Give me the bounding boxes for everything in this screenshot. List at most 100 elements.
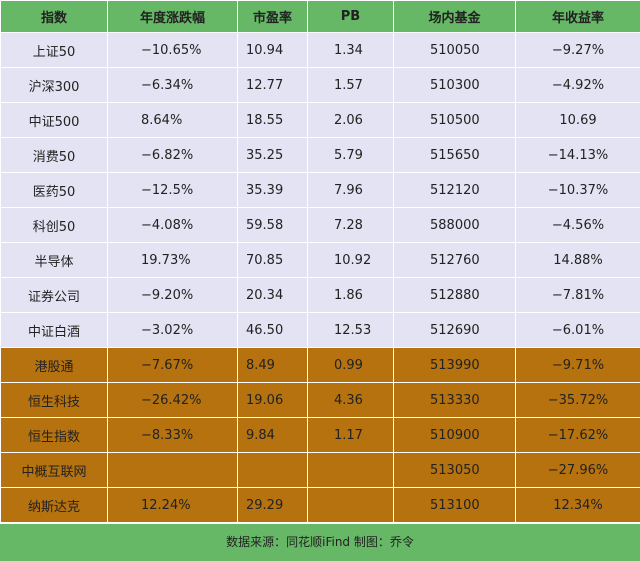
table-cell: −7.81% bbox=[516, 278, 640, 313]
table-cell: 513050 bbox=[394, 453, 516, 488]
table-cell: −7.67% bbox=[108, 348, 238, 383]
table-cell: 12.24% bbox=[108, 488, 238, 523]
table-cell: 7.28 bbox=[308, 208, 394, 243]
header-cell: 指数 bbox=[1, 1, 108, 33]
table-cell: 沪深300 bbox=[1, 68, 108, 103]
table-cell: 港股通 bbox=[1, 348, 108, 383]
table-cell: −3.02% bbox=[108, 313, 238, 348]
table-cell: −4.92% bbox=[516, 68, 640, 103]
table-cell: 510300 bbox=[394, 68, 516, 103]
table-cell: −35.72% bbox=[516, 383, 640, 418]
table-cell: 513990 bbox=[394, 348, 516, 383]
table-cell: 510050 bbox=[394, 33, 516, 68]
header-cell: 年度涨跌幅 bbox=[108, 1, 238, 33]
table-row: 中概互联网 513050−27.96% bbox=[1, 453, 640, 488]
table-cell: −10.65% bbox=[108, 33, 238, 68]
table-cell: 中概互联网 bbox=[1, 453, 108, 488]
table-cell: 70.85 bbox=[238, 243, 308, 278]
table-cell: −17.62% bbox=[516, 418, 640, 453]
table-cell: 12.53 bbox=[308, 313, 394, 348]
table-cell: 510500 bbox=[394, 103, 516, 138]
table-cell bbox=[308, 488, 394, 523]
table-cell: 19.73% bbox=[108, 243, 238, 278]
table-cell: 1.17 bbox=[308, 418, 394, 453]
table-cell: 513330 bbox=[394, 383, 516, 418]
table-cell: 18.55 bbox=[238, 103, 308, 138]
table-cell: 恒生科技 bbox=[1, 383, 108, 418]
table-cell: −8.33% bbox=[108, 418, 238, 453]
table-cell: −6.82% bbox=[108, 138, 238, 173]
table-cell: 0.99 bbox=[308, 348, 394, 383]
table-cell: 纳斯达克 bbox=[1, 488, 108, 523]
table-cell: 中证500 bbox=[1, 103, 108, 138]
table-cell: 10.69 bbox=[516, 103, 640, 138]
table-cell: −4.56% bbox=[516, 208, 640, 243]
table-cell: 512690 bbox=[394, 313, 516, 348]
table-cell: 513100 bbox=[394, 488, 516, 523]
table-cell: −4.08% bbox=[108, 208, 238, 243]
table-cell: 科创50 bbox=[1, 208, 108, 243]
table-cell: −9.27% bbox=[516, 33, 640, 68]
table-cell: 1.86 bbox=[308, 278, 394, 313]
table-cell: 医药50 bbox=[1, 173, 108, 208]
table-cell: 5.79 bbox=[308, 138, 394, 173]
table-cell: 512880 bbox=[394, 278, 516, 313]
table-cell: 29.29 bbox=[238, 488, 308, 523]
table-cell: −9.20% bbox=[108, 278, 238, 313]
table-cell: 10.94 bbox=[238, 33, 308, 68]
table-cell: −14.13% bbox=[516, 138, 640, 173]
header-cell: 场内基金 bbox=[394, 1, 516, 33]
table-cell: 8.49 bbox=[238, 348, 308, 383]
table-cell: 12.77 bbox=[238, 68, 308, 103]
table-cell: 1.57 bbox=[308, 68, 394, 103]
table-cell: 7.96 bbox=[308, 173, 394, 208]
table-cell: 20.34 bbox=[238, 278, 308, 313]
table-cell: 12.34% bbox=[516, 488, 640, 523]
table-cell: −10.37% bbox=[516, 173, 640, 208]
table-cell: 10.92 bbox=[308, 243, 394, 278]
table-cell bbox=[108, 453, 238, 488]
table-cell: 消费50 bbox=[1, 138, 108, 173]
table-cell: −27.96% bbox=[516, 453, 640, 488]
table-cell: 46.50 bbox=[238, 313, 308, 348]
table-cell: 2.06 bbox=[308, 103, 394, 138]
table-cell: 59.58 bbox=[238, 208, 308, 243]
table-cell: −26.42% bbox=[108, 383, 238, 418]
table-cell: 512760 bbox=[394, 243, 516, 278]
header-cell: 市盈率 bbox=[238, 1, 308, 33]
table-cell: 4.36 bbox=[308, 383, 394, 418]
table-cell: 35.39 bbox=[238, 173, 308, 208]
table-cell: 512120 bbox=[394, 173, 516, 208]
table-cell: −6.01% bbox=[516, 313, 640, 348]
table-cell: 515650 bbox=[394, 138, 516, 173]
table-cell: 中证白酒 bbox=[1, 313, 108, 348]
table-cell: 19.06 bbox=[238, 383, 308, 418]
table-cell: 588000 bbox=[394, 208, 516, 243]
header-cell: PB bbox=[308, 1, 394, 33]
table-cell: 35.25 bbox=[238, 138, 308, 173]
table-cell: 9.84 bbox=[238, 418, 308, 453]
table-cell: 510900 bbox=[394, 418, 516, 453]
table-cell bbox=[308, 453, 394, 488]
table-cell: 上证50 bbox=[1, 33, 108, 68]
header-cell: 年收益率 bbox=[516, 1, 640, 33]
table-cell: 证券公司 bbox=[1, 278, 108, 313]
table-cell: 半导体 bbox=[1, 243, 108, 278]
table-cell: 8.64% bbox=[108, 103, 238, 138]
